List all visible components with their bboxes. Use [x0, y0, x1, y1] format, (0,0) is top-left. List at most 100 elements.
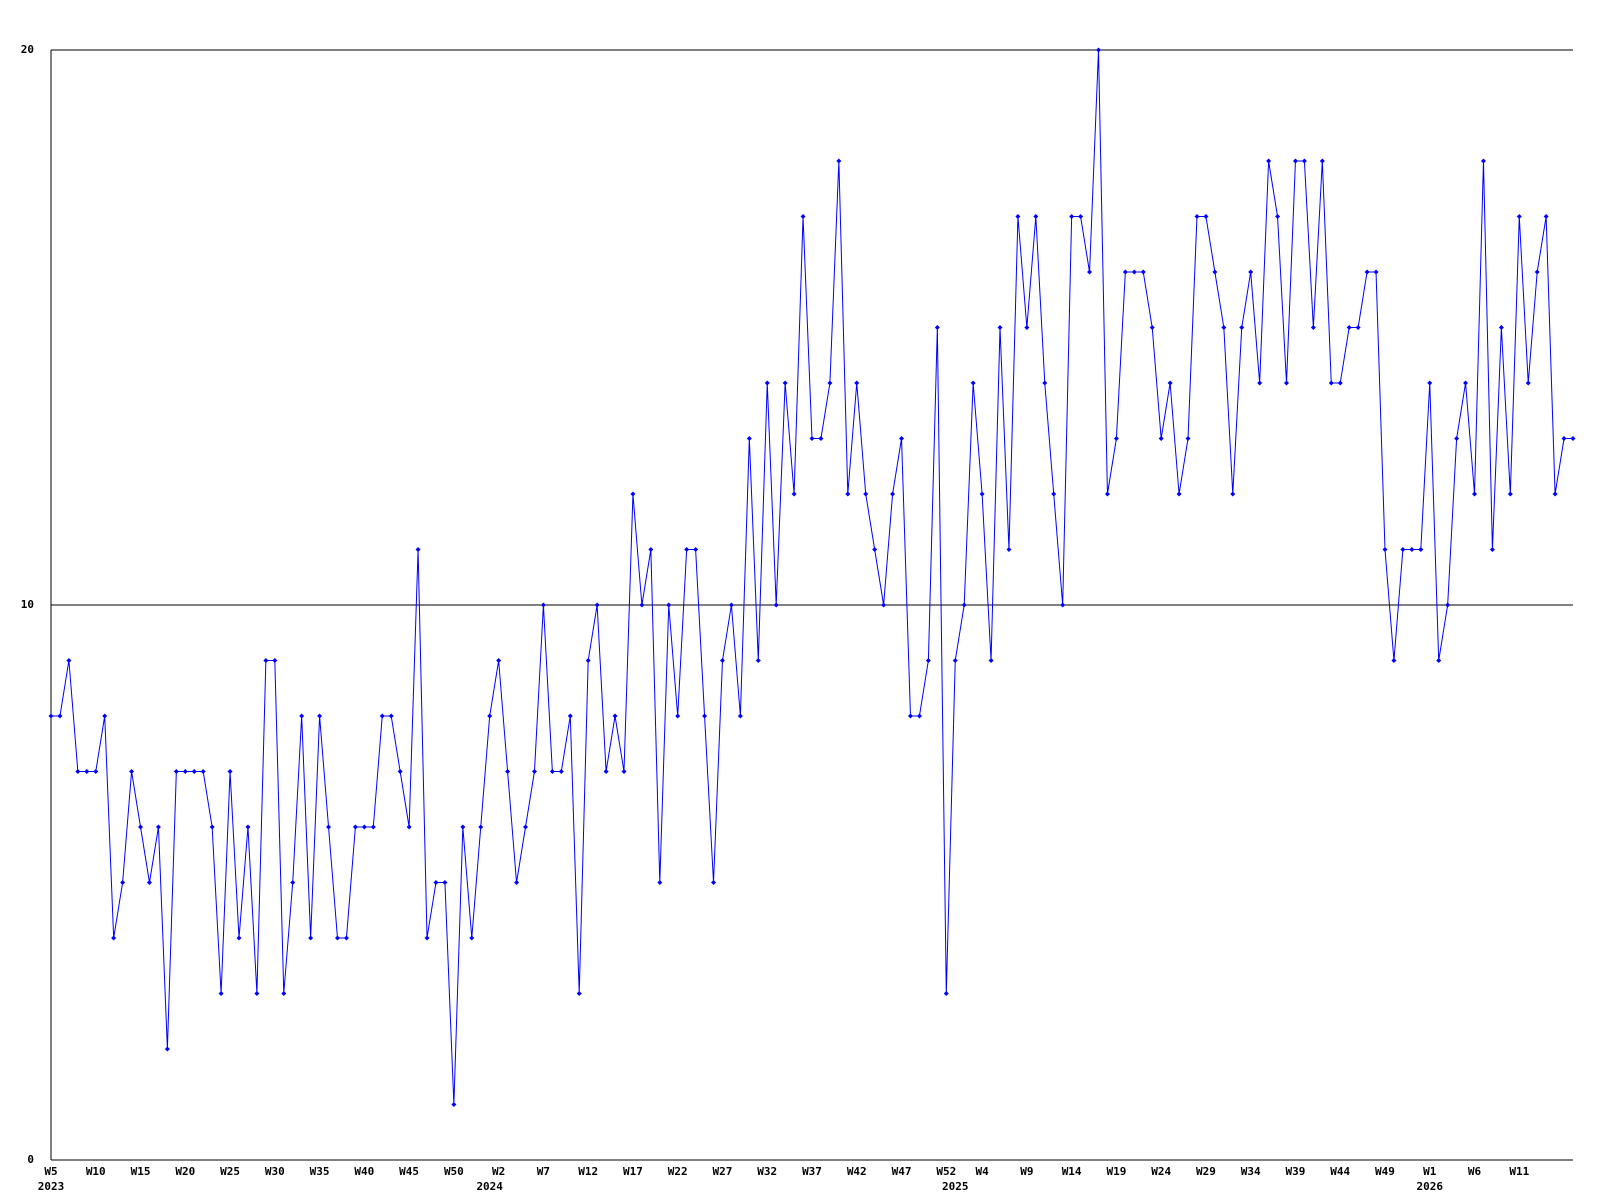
data-point	[800, 214, 806, 219]
data-point	[943, 991, 949, 996]
data-point	[1516, 214, 1522, 219]
data-line	[51, 49, 1573, 1105]
data-point	[191, 769, 197, 774]
data-point	[415, 547, 421, 552]
data-point	[1489, 547, 1495, 552]
data-point	[48, 713, 54, 719]
data-point	[997, 325, 1003, 330]
data-point	[308, 935, 314, 941]
data-point	[1570, 436, 1576, 441]
data-point	[899, 436, 905, 441]
data-point	[227, 769, 233, 774]
x-tick-label: W20	[175, 1165, 195, 1178]
data-point	[970, 380, 976, 386]
data-point	[1078, 214, 1084, 219]
data-point	[863, 491, 869, 497]
x-tick-label: W5	[44, 1165, 57, 1178]
x-year-label: 2024	[476, 1180, 503, 1193]
data-point	[1525, 380, 1531, 386]
x-tick-label: W45	[399, 1165, 419, 1178]
data-point	[952, 658, 958, 663]
data-point	[639, 602, 645, 608]
data-point	[1498, 325, 1504, 330]
data-point	[388, 713, 394, 719]
data-point	[1373, 269, 1379, 275]
x-tick-label: W47	[892, 1165, 912, 1178]
data-point	[1480, 158, 1486, 164]
data-point	[567, 713, 573, 719]
data-point	[1221, 325, 1227, 330]
data-point	[1257, 380, 1263, 386]
data-point	[138, 824, 144, 830]
data-point	[746, 436, 752, 441]
data-point	[66, 658, 72, 663]
data-point	[1185, 436, 1191, 441]
data-point	[1087, 269, 1093, 275]
data-point	[773, 602, 779, 608]
data-point	[326, 824, 332, 830]
data-point	[988, 658, 994, 663]
data-point	[1051, 491, 1057, 497]
x-tick-label: W29	[1196, 1165, 1216, 1178]
data-point	[1033, 214, 1039, 219]
data-point	[424, 935, 430, 941]
x-tick-label: W39	[1286, 1165, 1306, 1178]
data-point	[907, 713, 913, 719]
data-point	[1310, 325, 1316, 330]
data-point	[281, 991, 287, 996]
data-point	[1069, 214, 1075, 219]
data-point	[1203, 214, 1209, 219]
data-point	[57, 713, 63, 719]
data-point	[836, 158, 842, 164]
data-point	[1364, 269, 1370, 275]
data-point	[317, 713, 323, 719]
data-point	[352, 824, 358, 830]
data-point	[343, 935, 349, 941]
data-point	[1248, 269, 1254, 275]
data-point	[460, 824, 466, 830]
data-point	[576, 991, 582, 996]
data-point	[818, 436, 824, 441]
x-tick-label: W2	[492, 1165, 505, 1178]
data-point	[75, 769, 81, 774]
data-point	[1194, 214, 1200, 219]
data-point	[245, 824, 251, 830]
data-point	[263, 658, 269, 663]
data-point	[84, 769, 90, 774]
data-point	[361, 824, 367, 830]
x-tick-label: W35	[310, 1165, 330, 1178]
data-point	[1212, 269, 1218, 275]
data-point	[236, 935, 242, 941]
data-point	[531, 769, 537, 774]
data-point	[93, 769, 99, 774]
data-point	[478, 824, 484, 830]
x-tick-label: W19	[1106, 1165, 1126, 1178]
data-point	[1060, 602, 1066, 608]
data-point	[442, 880, 448, 885]
data-point	[218, 991, 224, 996]
x-tick-label: W44	[1330, 1165, 1350, 1178]
x-tick-label: W6	[1468, 1165, 1482, 1178]
data-point	[1131, 269, 1137, 275]
data-point	[791, 491, 797, 497]
data-point	[1534, 269, 1540, 275]
data-point	[684, 547, 690, 552]
data-point	[1346, 325, 1352, 330]
x-tick-label: W4	[975, 1165, 989, 1178]
data-point	[1122, 269, 1128, 275]
data-point	[155, 824, 161, 830]
x-tick-label: W25	[220, 1165, 240, 1178]
data-point	[496, 658, 502, 663]
x-tick-label: W10	[86, 1165, 106, 1178]
data-point	[111, 935, 117, 941]
data-point	[1015, 214, 1021, 219]
data-point	[272, 658, 278, 663]
data-point	[1436, 658, 1442, 663]
data-point	[1292, 158, 1298, 164]
data-point	[1275, 214, 1281, 219]
data-point	[809, 436, 815, 441]
data-point	[1454, 436, 1460, 441]
x-tick-label: W12	[578, 1165, 598, 1178]
data-point	[719, 658, 725, 663]
data-point	[1024, 325, 1030, 330]
